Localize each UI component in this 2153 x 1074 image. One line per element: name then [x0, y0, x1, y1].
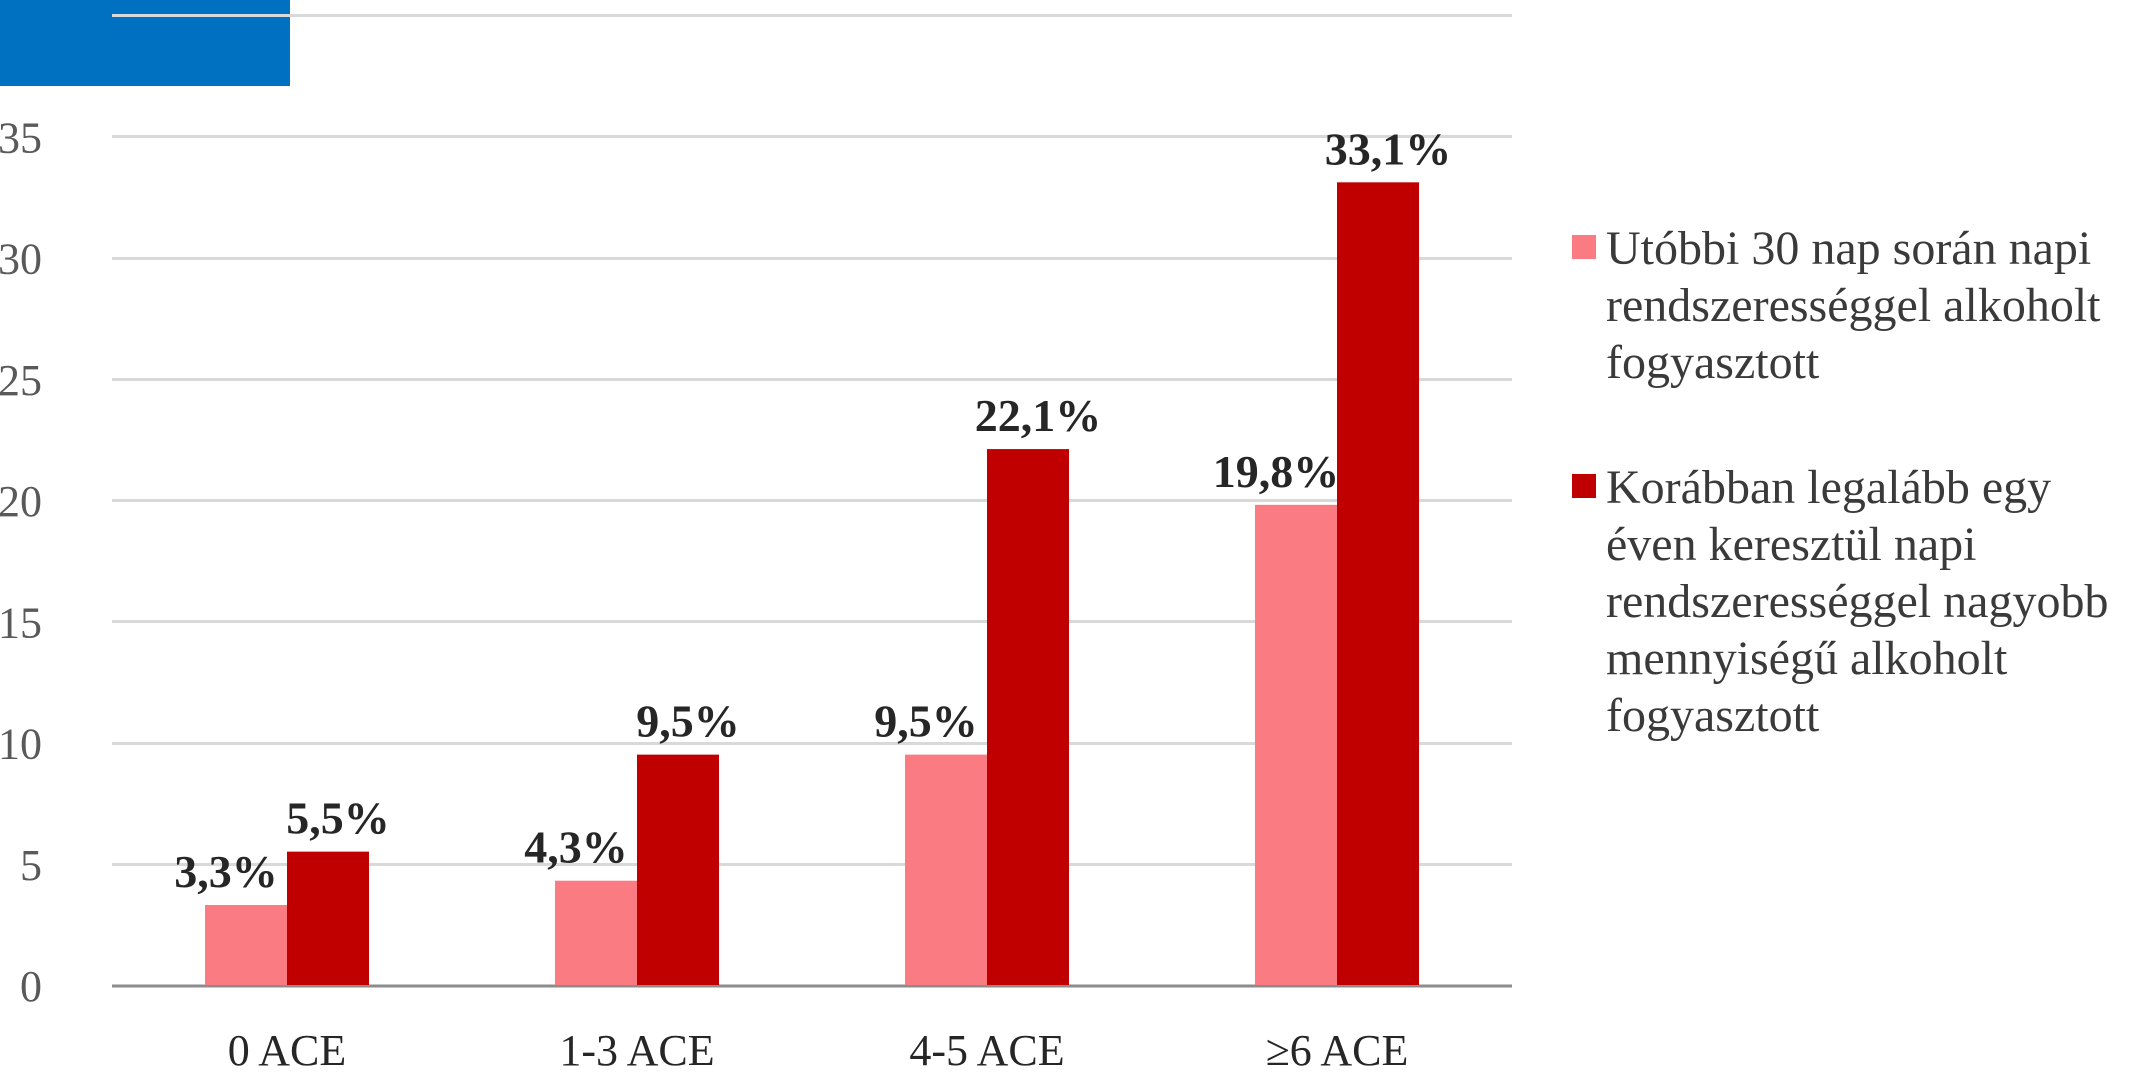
bar-series-1: [905, 754, 987, 985]
legend: Utóbbi 30 nap során napi rendszerességge…: [1572, 220, 2142, 744]
legend-item-series-2: Korábban legalább egy éven keresztül nap…: [1572, 459, 2142, 744]
data-label-series-2: 5,5%: [286, 793, 390, 844]
x-tick-label: ≥6 ACE: [1266, 1026, 1409, 1074]
data-label-series-2: 22,1%: [975, 390, 1102, 441]
data-label-series-2: 9,5%: [636, 696, 740, 747]
legend-swatch-series-1: [1572, 235, 1596, 259]
bar-series-1: [1255, 504, 1337, 985]
x-tick-label: 4-5 ACE: [909, 1026, 1064, 1074]
data-label-series-2: 33,1%: [1325, 123, 1452, 174]
y-tick-label: 25: [0, 356, 42, 405]
data-label-series-1: 19,8%: [1213, 446, 1340, 497]
legend-item-series-1: Utóbbi 30 nap során napi rendszerességge…: [1572, 220, 2142, 391]
bar-series-1: [555, 880, 637, 985]
y-tick-label: 5: [20, 841, 42, 890]
x-tick-label: 1-3 ACE: [559, 1026, 714, 1074]
bar-series-2: [987, 449, 1069, 985]
bar-series-2: [1337, 182, 1419, 985]
bar-series-2: [637, 754, 719, 985]
y-tick-label: 0: [20, 962, 42, 1011]
legend-swatch-series-2: [1572, 474, 1596, 498]
data-label-series-1: 9,5%: [874, 696, 978, 747]
y-tick-label: 15: [0, 598, 42, 647]
legend-label-series-2: Korábban legalább egy éven keresztül nap…: [1606, 461, 2109, 742]
y-tick-label: 10: [0, 720, 42, 769]
legend-label-series-1: Utóbbi 30 nap során napi rendszerességge…: [1606, 222, 2101, 389]
data-label-series-1: 3,3%: [174, 846, 278, 897]
data-label-series-1: 4,3%: [524, 822, 628, 873]
y-tick-label: 30: [0, 235, 42, 284]
y-tick-label: 35: [0, 113, 42, 162]
bar-series-2: [287, 851, 369, 985]
bar-chart: 0 5 10 15 20 25 30 35 0 ACE 1-3 ACE 4-5 ACE ≥6 ACE 3…: [0, 14, 1512, 1074]
y-tick-label: 20: [0, 477, 42, 526]
x-tick-label: 0 ACE: [228, 1026, 347, 1074]
bar-series-1: [205, 904, 287, 985]
